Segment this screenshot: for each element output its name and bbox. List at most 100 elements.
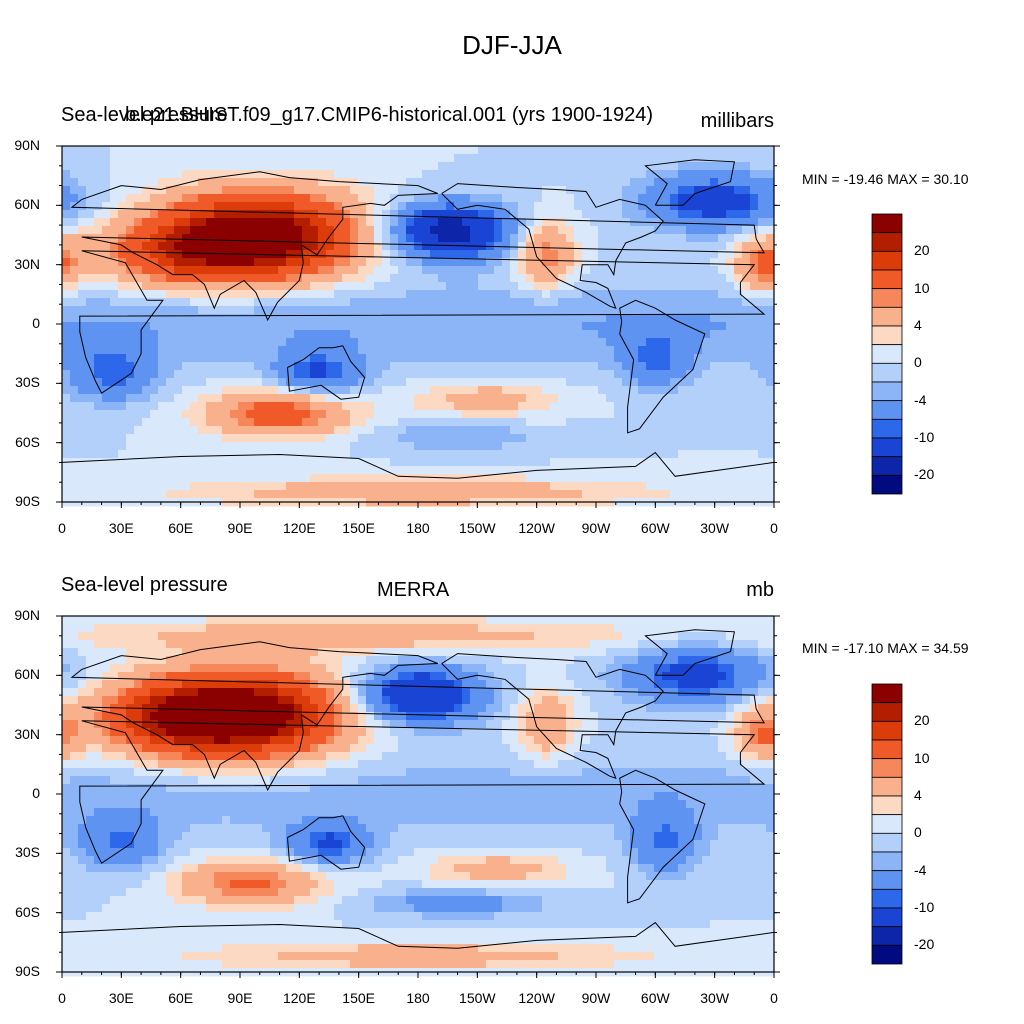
field-cell xyxy=(502,474,511,483)
field-cell xyxy=(198,800,207,809)
field-cell xyxy=(510,210,519,219)
field-cell xyxy=(206,186,215,195)
field-cell xyxy=(366,402,375,411)
field-cell xyxy=(182,872,191,881)
field-cell xyxy=(470,218,479,227)
field-cell xyxy=(686,282,695,291)
field-cell xyxy=(686,458,695,467)
field-cell xyxy=(678,410,687,419)
field-cell xyxy=(326,186,335,195)
field-cell xyxy=(286,242,295,251)
field-cell xyxy=(574,306,583,315)
field-cell xyxy=(102,832,111,841)
field-cell xyxy=(270,442,279,451)
field-cell xyxy=(110,146,119,155)
field-cell xyxy=(118,792,127,801)
field-cell xyxy=(198,194,207,203)
field-cell xyxy=(190,872,199,881)
field-cell xyxy=(630,354,639,363)
field-cell xyxy=(534,290,543,299)
field-cell xyxy=(478,386,487,395)
field-cell xyxy=(190,202,199,211)
field-cell xyxy=(654,290,663,299)
field-cell xyxy=(430,490,439,499)
field-cell xyxy=(446,442,455,451)
field-cell xyxy=(334,282,343,291)
field-cell xyxy=(766,282,775,291)
field-cell xyxy=(334,290,343,299)
field-cell xyxy=(94,848,103,857)
field-cell xyxy=(390,202,399,211)
field-cell xyxy=(134,466,143,475)
field-cell xyxy=(494,170,503,179)
field-cell xyxy=(142,338,151,347)
field-cell xyxy=(470,162,479,171)
field-cell xyxy=(102,410,111,419)
field-cell xyxy=(478,234,487,243)
field-cell xyxy=(518,290,527,299)
field-cell xyxy=(86,370,95,379)
field-cell xyxy=(614,266,623,275)
field-cell xyxy=(278,458,287,467)
field-cell xyxy=(558,490,567,499)
field-cell xyxy=(366,162,375,171)
field-cell xyxy=(606,346,615,355)
field-cell xyxy=(158,482,167,491)
field-cell xyxy=(78,784,87,793)
field-cell xyxy=(150,912,159,921)
field-cell xyxy=(454,234,463,243)
field-cell xyxy=(126,680,135,689)
field-cell xyxy=(406,170,415,179)
field-cell xyxy=(198,744,207,753)
field-cell xyxy=(454,322,463,331)
field-cell xyxy=(670,218,679,227)
field-cell xyxy=(134,394,143,403)
field-cell xyxy=(622,242,631,251)
field-cell xyxy=(78,616,87,625)
field-cell xyxy=(190,656,199,665)
field-cell xyxy=(462,490,471,499)
field-cell xyxy=(686,466,695,475)
field-cell xyxy=(118,760,127,769)
field-cell xyxy=(670,266,679,275)
field-cell xyxy=(350,346,359,355)
field-cell xyxy=(470,266,479,275)
field-cell xyxy=(126,872,135,881)
field-cell xyxy=(358,394,367,403)
field-cell xyxy=(134,338,143,347)
field-cell xyxy=(702,306,711,315)
field-cell xyxy=(126,616,135,625)
field-cell xyxy=(366,226,375,235)
field-cell xyxy=(526,402,535,411)
field-cell xyxy=(582,282,591,291)
field-cell xyxy=(478,490,487,499)
field-cell xyxy=(630,458,639,467)
field-cell xyxy=(198,872,207,881)
field-cell xyxy=(62,696,71,705)
field-cell xyxy=(494,258,503,267)
field-cell xyxy=(190,442,199,451)
field-cell xyxy=(86,744,95,753)
field-cell xyxy=(766,290,775,299)
field-cell xyxy=(718,162,727,171)
field-cell xyxy=(166,306,175,315)
field-cell xyxy=(150,952,159,961)
field-cell xyxy=(374,314,383,323)
field-cell xyxy=(166,712,175,721)
field-cell xyxy=(166,146,175,155)
field-cell xyxy=(726,274,735,283)
field-cell xyxy=(102,402,111,411)
field-cell xyxy=(598,458,607,467)
field-cell xyxy=(230,426,239,435)
field-cell xyxy=(262,210,271,219)
field-cell xyxy=(326,154,335,163)
field-cell xyxy=(766,466,775,475)
field-cell xyxy=(310,226,319,235)
field-cell xyxy=(662,250,671,259)
field-cell xyxy=(126,346,135,355)
field-cell xyxy=(606,162,615,171)
field-cell xyxy=(318,378,327,387)
field-cell xyxy=(70,378,79,387)
field-cell xyxy=(294,250,303,259)
field-cell xyxy=(262,298,271,307)
